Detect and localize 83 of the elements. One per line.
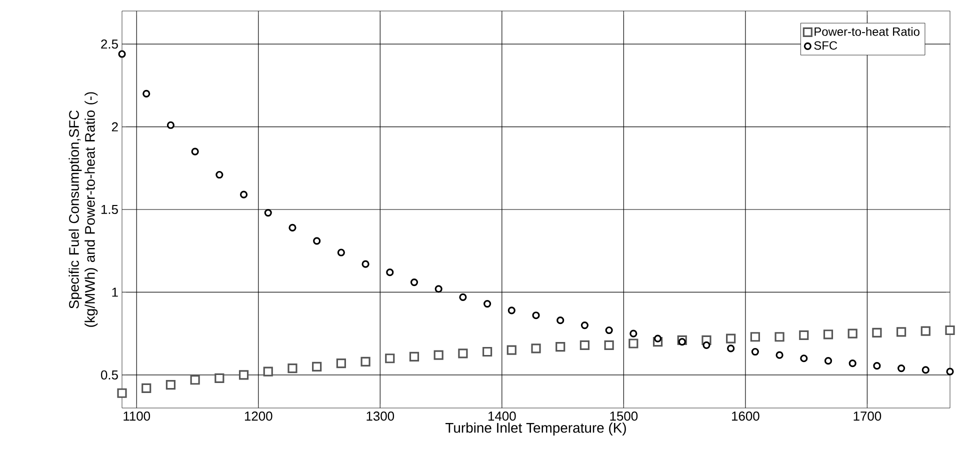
point xyxy=(946,368,954,376)
x-tick-label: 1200 xyxy=(244,412,272,421)
point xyxy=(459,293,467,301)
legend-label: Power-to-heat Ratio xyxy=(814,27,920,36)
point xyxy=(214,373,224,384)
point xyxy=(873,362,881,370)
point xyxy=(434,350,444,360)
x-tick-label: 1400 xyxy=(488,412,516,421)
point xyxy=(896,327,906,337)
point xyxy=(580,321,589,330)
point xyxy=(360,356,370,366)
point xyxy=(409,352,420,362)
point xyxy=(556,316,564,324)
point xyxy=(434,285,442,293)
point xyxy=(922,366,930,374)
point xyxy=(264,209,272,217)
x-tick-label: 1300 xyxy=(366,412,394,421)
point xyxy=(580,340,590,350)
point xyxy=(483,300,492,308)
y-axis-title: Specific Fuel Consumption,SFC (kg/MWh) and Power-to-heat Ratio (-) xyxy=(68,92,98,327)
y-tick-label: 0.5 xyxy=(100,370,118,380)
point xyxy=(654,334,662,342)
point xyxy=(800,354,808,362)
point xyxy=(142,90,150,98)
point xyxy=(362,260,370,268)
point xyxy=(238,370,249,380)
point xyxy=(240,190,248,198)
point xyxy=(897,364,906,372)
point xyxy=(727,344,735,352)
point xyxy=(288,364,298,374)
point xyxy=(482,346,492,357)
point xyxy=(604,340,614,350)
point xyxy=(508,306,516,314)
point xyxy=(823,330,834,340)
y-tick-label: 1.5 xyxy=(101,204,118,214)
point xyxy=(726,334,736,344)
point xyxy=(312,362,322,372)
point xyxy=(774,332,784,342)
x-tick-label: 1600 xyxy=(732,412,760,421)
point xyxy=(556,342,566,352)
point xyxy=(628,338,638,348)
point xyxy=(166,380,176,390)
point xyxy=(848,360,856,368)
legend-label: SFC xyxy=(814,41,838,50)
point xyxy=(506,345,516,355)
point xyxy=(263,366,273,376)
point xyxy=(458,348,468,358)
point xyxy=(848,328,858,338)
point xyxy=(336,358,346,368)
y-tick-label: 2 xyxy=(112,122,118,132)
x-axis-title: Turbine Inlet Temperature (K) xyxy=(445,422,626,436)
point xyxy=(678,338,686,346)
point xyxy=(751,348,759,356)
y-tick-label: 2.5 xyxy=(101,39,118,49)
point xyxy=(630,330,638,338)
point xyxy=(385,354,395,364)
point xyxy=(313,237,321,245)
x-tick-label: 1500 xyxy=(610,412,638,421)
point xyxy=(532,312,540,320)
x-tick-label: 1700 xyxy=(854,412,882,421)
point xyxy=(337,248,345,256)
point xyxy=(702,341,710,349)
point xyxy=(605,326,613,334)
point xyxy=(531,344,541,354)
x-tick-label: 1100 xyxy=(124,412,150,421)
point xyxy=(288,224,296,232)
point xyxy=(410,278,418,286)
point xyxy=(750,332,760,342)
point xyxy=(386,268,394,276)
point xyxy=(216,170,224,179)
point xyxy=(166,121,175,129)
point xyxy=(117,388,127,398)
point xyxy=(920,326,930,336)
point xyxy=(142,383,152,393)
y-tick-label: 1 xyxy=(112,288,118,297)
point xyxy=(776,351,784,359)
point xyxy=(824,357,832,365)
point xyxy=(118,50,126,58)
point xyxy=(190,375,200,385)
point xyxy=(799,330,809,340)
point xyxy=(945,325,955,336)
point xyxy=(872,328,882,338)
point xyxy=(191,148,199,156)
